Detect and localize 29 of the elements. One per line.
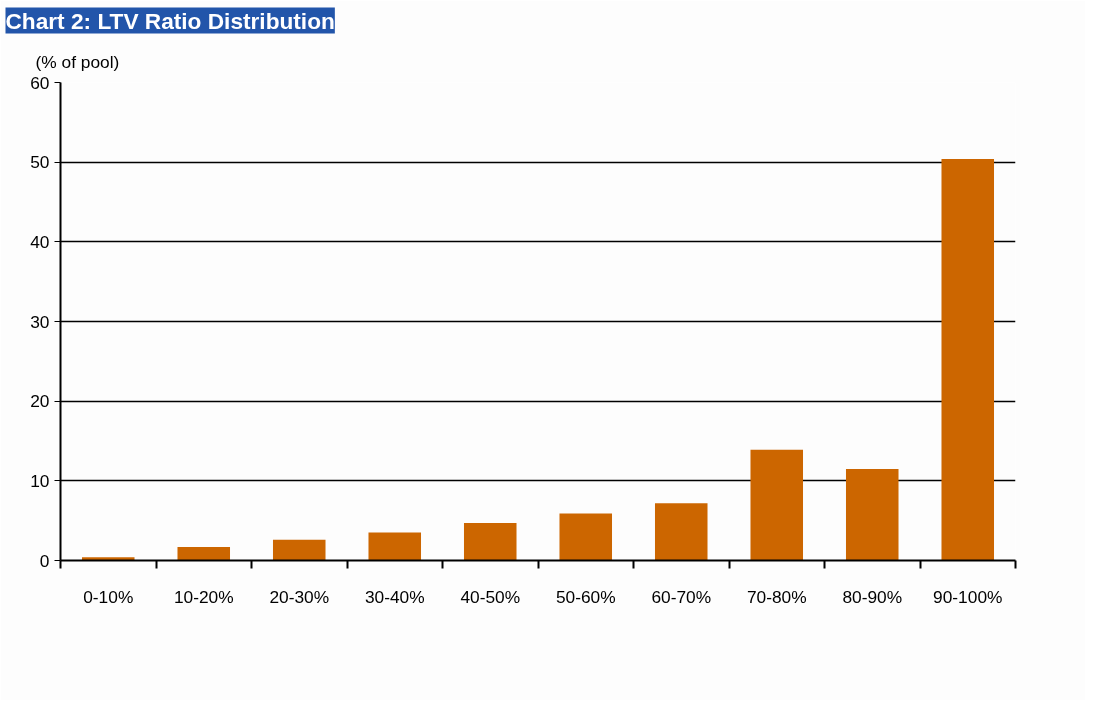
bar xyxy=(559,513,613,561)
x-tick-label: 50-60% xyxy=(555,586,616,607)
bar xyxy=(463,523,517,561)
bar xyxy=(845,468,899,561)
x-tick-label: 40-50% xyxy=(460,586,521,607)
x-tick-label: 90-100% xyxy=(933,586,1003,607)
y-tick-label: 50 xyxy=(30,152,50,173)
bar xyxy=(368,532,422,561)
bar xyxy=(272,539,326,561)
x-tick-label: 70-80% xyxy=(746,586,807,607)
x-tick-label: 0-10% xyxy=(83,586,134,607)
y-tick-label: 10 xyxy=(30,470,50,491)
y-tick-label: 40 xyxy=(30,231,50,252)
y-tick-label: 20 xyxy=(30,391,50,412)
chart-title: Chart 2: LTV Ratio Distribution xyxy=(5,7,335,34)
y-tick-label: 0 xyxy=(39,550,50,571)
y-tick-label: 60 xyxy=(30,72,50,93)
bar xyxy=(941,158,995,561)
bar xyxy=(654,503,708,561)
bar xyxy=(177,546,231,561)
x-tick-label: 60-70% xyxy=(651,586,712,607)
y-tick-label: 30 xyxy=(30,311,50,332)
y-axis-title: (% of pool) xyxy=(35,51,120,72)
x-tick-label: 80-90% xyxy=(842,586,903,607)
x-tick-label: 30-40% xyxy=(364,586,425,607)
bar xyxy=(81,557,135,561)
bar xyxy=(750,449,804,561)
x-tick-label: 20-30% xyxy=(269,586,330,607)
x-tick-label: 10-20% xyxy=(173,586,234,607)
